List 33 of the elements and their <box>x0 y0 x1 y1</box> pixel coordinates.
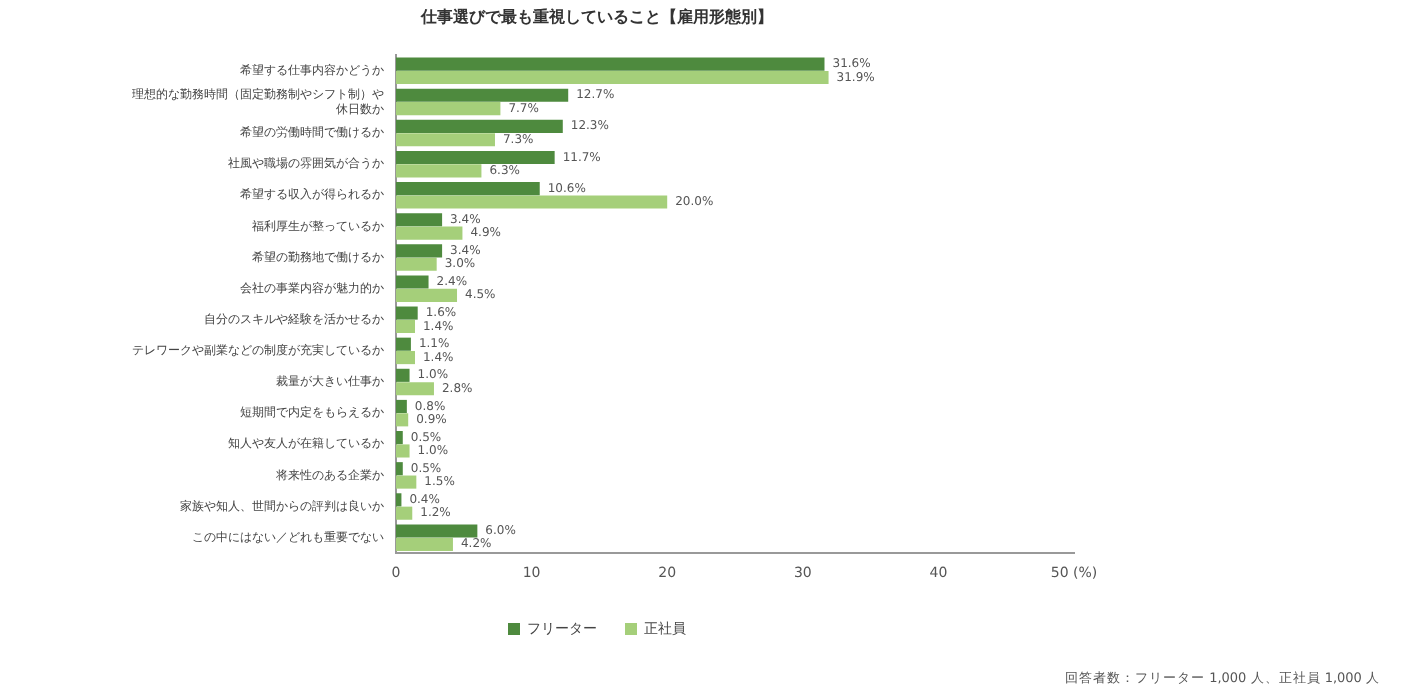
bar <box>396 213 443 227</box>
bar <box>396 88 569 102</box>
bar <box>396 150 555 164</box>
bar <box>396 164 482 178</box>
bar <box>396 102 501 116</box>
bar <box>396 57 825 71</box>
bar <box>396 506 413 520</box>
bar <box>396 382 434 396</box>
bar <box>396 257 437 271</box>
bar <box>396 462 403 476</box>
bar <box>396 244 443 258</box>
bar <box>396 70 829 85</box>
bar <box>396 182 540 196</box>
bar <box>396 493 402 507</box>
bar <box>396 351 415 365</box>
bar <box>396 288 458 302</box>
bar <box>396 306 418 320</box>
bar <box>396 319 415 334</box>
bar <box>396 195 668 209</box>
bar <box>396 337 411 351</box>
bar <box>396 431 403 445</box>
bar <box>396 399 407 413</box>
chart-title: 仕事選びで最も重視していること【雇用形態別】 <box>419 5 773 26</box>
bar <box>396 524 478 538</box>
bar <box>396 475 417 489</box>
bar <box>396 226 463 240</box>
bar <box>396 275 429 289</box>
bar <box>396 537 453 551</box>
bar <box>396 368 410 382</box>
bar <box>396 119 563 133</box>
bar <box>396 444 410 458</box>
bar <box>396 133 495 147</box>
bar <box>396 413 409 427</box>
